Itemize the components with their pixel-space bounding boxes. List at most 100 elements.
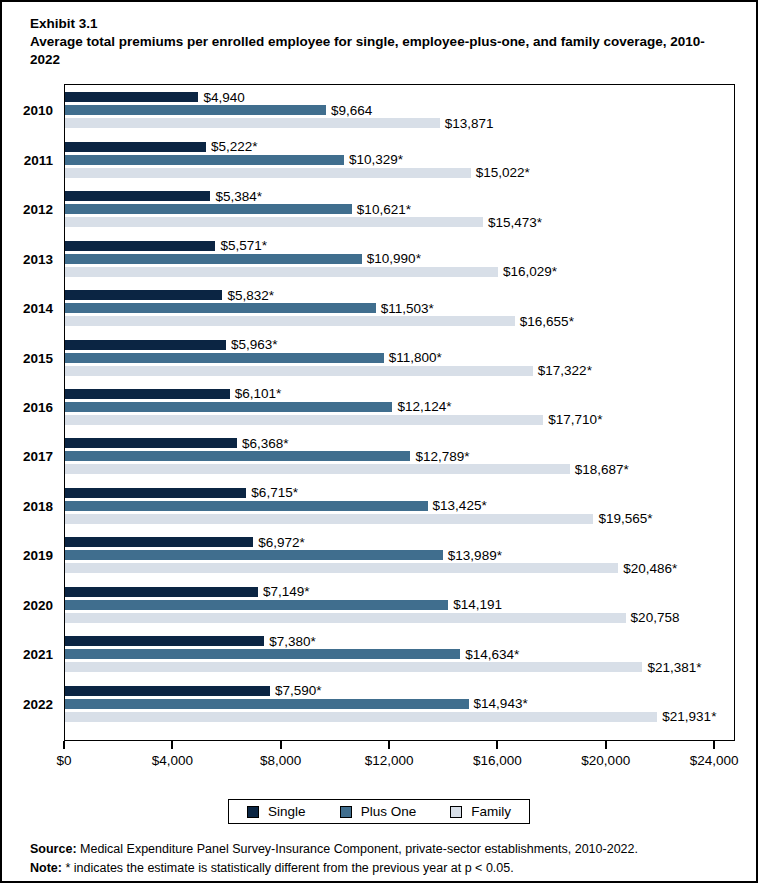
bar-value-label: $10,621* [357,202,411,217]
year-group-2017: 2017$6,368*$12,789*$18,687* [65,432,734,481]
y-axis-label: 2010 [0,103,53,118]
bar-value-label: $5,832* [227,288,274,303]
bar-family [65,613,626,623]
bar-family [65,514,593,524]
title-block: Exhibit 3.1 Average total premiums per e… [30,15,726,68]
bar-row-family: $19,565* [65,514,734,524]
bar-row-single: $5,222* [65,142,734,152]
bar-row-single: $6,972* [65,537,734,547]
y-axis-label: 2016 [0,399,53,414]
x-axis-tick [280,741,282,749]
bar-family [65,712,657,722]
bar-row-plus-one: $14,191 [65,600,734,610]
exhibit-number: Exhibit 3.1 [30,15,726,33]
bar-row-plus-one: $10,621* [65,204,734,214]
bar-row-single: $5,571* [65,241,734,251]
bar-row-plus-one: $10,990* [65,254,734,264]
bar-row-plus-one: $12,789* [65,451,734,461]
y-axis-label: 2020 [0,597,53,612]
y-axis-label: 2011 [0,152,53,167]
bar-single [65,191,210,201]
legend-swatch-plus-one [340,806,352,818]
bar-value-label: $10,329* [349,152,403,167]
bar-row-single: $5,832* [65,290,734,300]
bar-chart: 2010$4,940$9,664$13,8712011$5,222*$10,32… [64,84,735,779]
bar-value-label: $16,029* [503,264,557,279]
x-axis-tick-label: $0 [56,753,71,768]
bar-value-label: $13,871 [445,116,494,131]
bar-row-plus-one: $9,664 [65,105,734,115]
y-axis-label: 2015 [0,350,53,365]
bar-row-plus-one: $10,329* [65,155,734,165]
bar-family [65,366,533,376]
bar-row-plus-one: $13,425* [65,501,734,511]
year-group-2018: 2018$6,715*$13,425*$19,565* [65,481,734,530]
y-axis-label: 2019 [0,548,53,563]
bar-value-label: $21,931* [662,709,716,724]
year-group-2020: 2020$7,149*$14,191$20,758 [65,580,734,629]
bar-plus-one [65,649,460,659]
bar-single [65,389,230,399]
bar-row-family: $15,473* [65,217,734,227]
bar-row-single: $5,963* [65,340,734,350]
bar-row-plus-one: $12,124* [65,402,734,412]
bar-value-label: $11,800* [389,350,442,365]
bar-single [65,241,215,251]
bar-value-label: $5,222* [211,139,258,154]
y-axis-label: 2012 [0,202,53,217]
bar-single [65,438,237,448]
bar-row-plus-one: $14,943* [65,699,734,709]
bar-plus-one [65,550,443,560]
exhibit-page: Exhibit 3.1 Average total premiums per e… [0,0,758,883]
bar-value-label: $7,380* [269,634,316,649]
x-axis-tick [388,741,390,749]
bar-value-label: $5,571* [220,238,267,253]
bar-value-label: $14,634* [465,647,519,662]
y-axis-label: 2021 [0,647,53,662]
y-axis-label: 2013 [0,251,53,266]
note-label: Note: [30,861,62,875]
bar-plus-one [65,204,352,214]
bar-family [65,217,483,227]
x-axis-tick-label: $8,000 [260,753,301,768]
bar-value-label: $17,710* [548,412,602,427]
year-group-2013: 2013$5,571*$10,990*$16,029* [65,234,734,283]
page-title: Average total premiums per enrolled empl… [30,33,726,69]
bar-value-label: $16,655* [520,314,574,329]
bar-row-plus-one: $11,503* [65,303,734,313]
legend-item-family: Family [450,804,511,819]
bar-row-plus-one: $11,800* [65,353,734,363]
bar-value-label: $21,381* [647,660,701,675]
plot-area: 2010$4,940$9,664$13,8712011$5,222*$10,32… [64,84,735,741]
year-group-2014: 2014$5,832*$11,503*$16,655* [65,283,734,332]
bar-row-family: $20,758 [65,613,734,623]
bar-row-family: $13,871 [65,118,734,128]
x-axis-tick-label: $4,000 [152,753,193,768]
bar-plus-one [65,699,469,709]
source-line: Source: Medical Expenditure Panel Survey… [30,840,726,859]
legend-swatch-single [247,806,259,818]
bar-family [65,563,618,573]
bar-row-family: $16,029* [65,267,734,277]
bar-value-label: $6,368* [242,436,289,451]
bar-value-label: $13,425* [433,498,487,513]
legend-label: Single [268,804,306,819]
bar-plus-one [65,451,410,461]
legend-swatch-family [450,806,462,818]
bar-single [65,290,222,300]
bar-family [65,316,515,326]
bar-value-label: $6,972* [258,535,305,550]
bar-row-plus-one: $14,634* [65,649,734,659]
bar-value-label: $14,943* [474,696,528,711]
bar-family [65,415,543,425]
bar-single [65,340,226,350]
x-axis-tick [605,741,607,749]
bar-value-label: $11,503* [381,301,434,316]
bar-value-label: $12,124* [397,399,451,414]
bar-single [65,587,258,597]
bar-row-single: $7,590* [65,686,734,696]
year-group-2019: 2019$6,972*$13,989*$20,486* [65,531,734,580]
bar-row-family: $17,710* [65,415,734,425]
bar-family [65,662,642,672]
bar-plus-one [65,254,362,264]
